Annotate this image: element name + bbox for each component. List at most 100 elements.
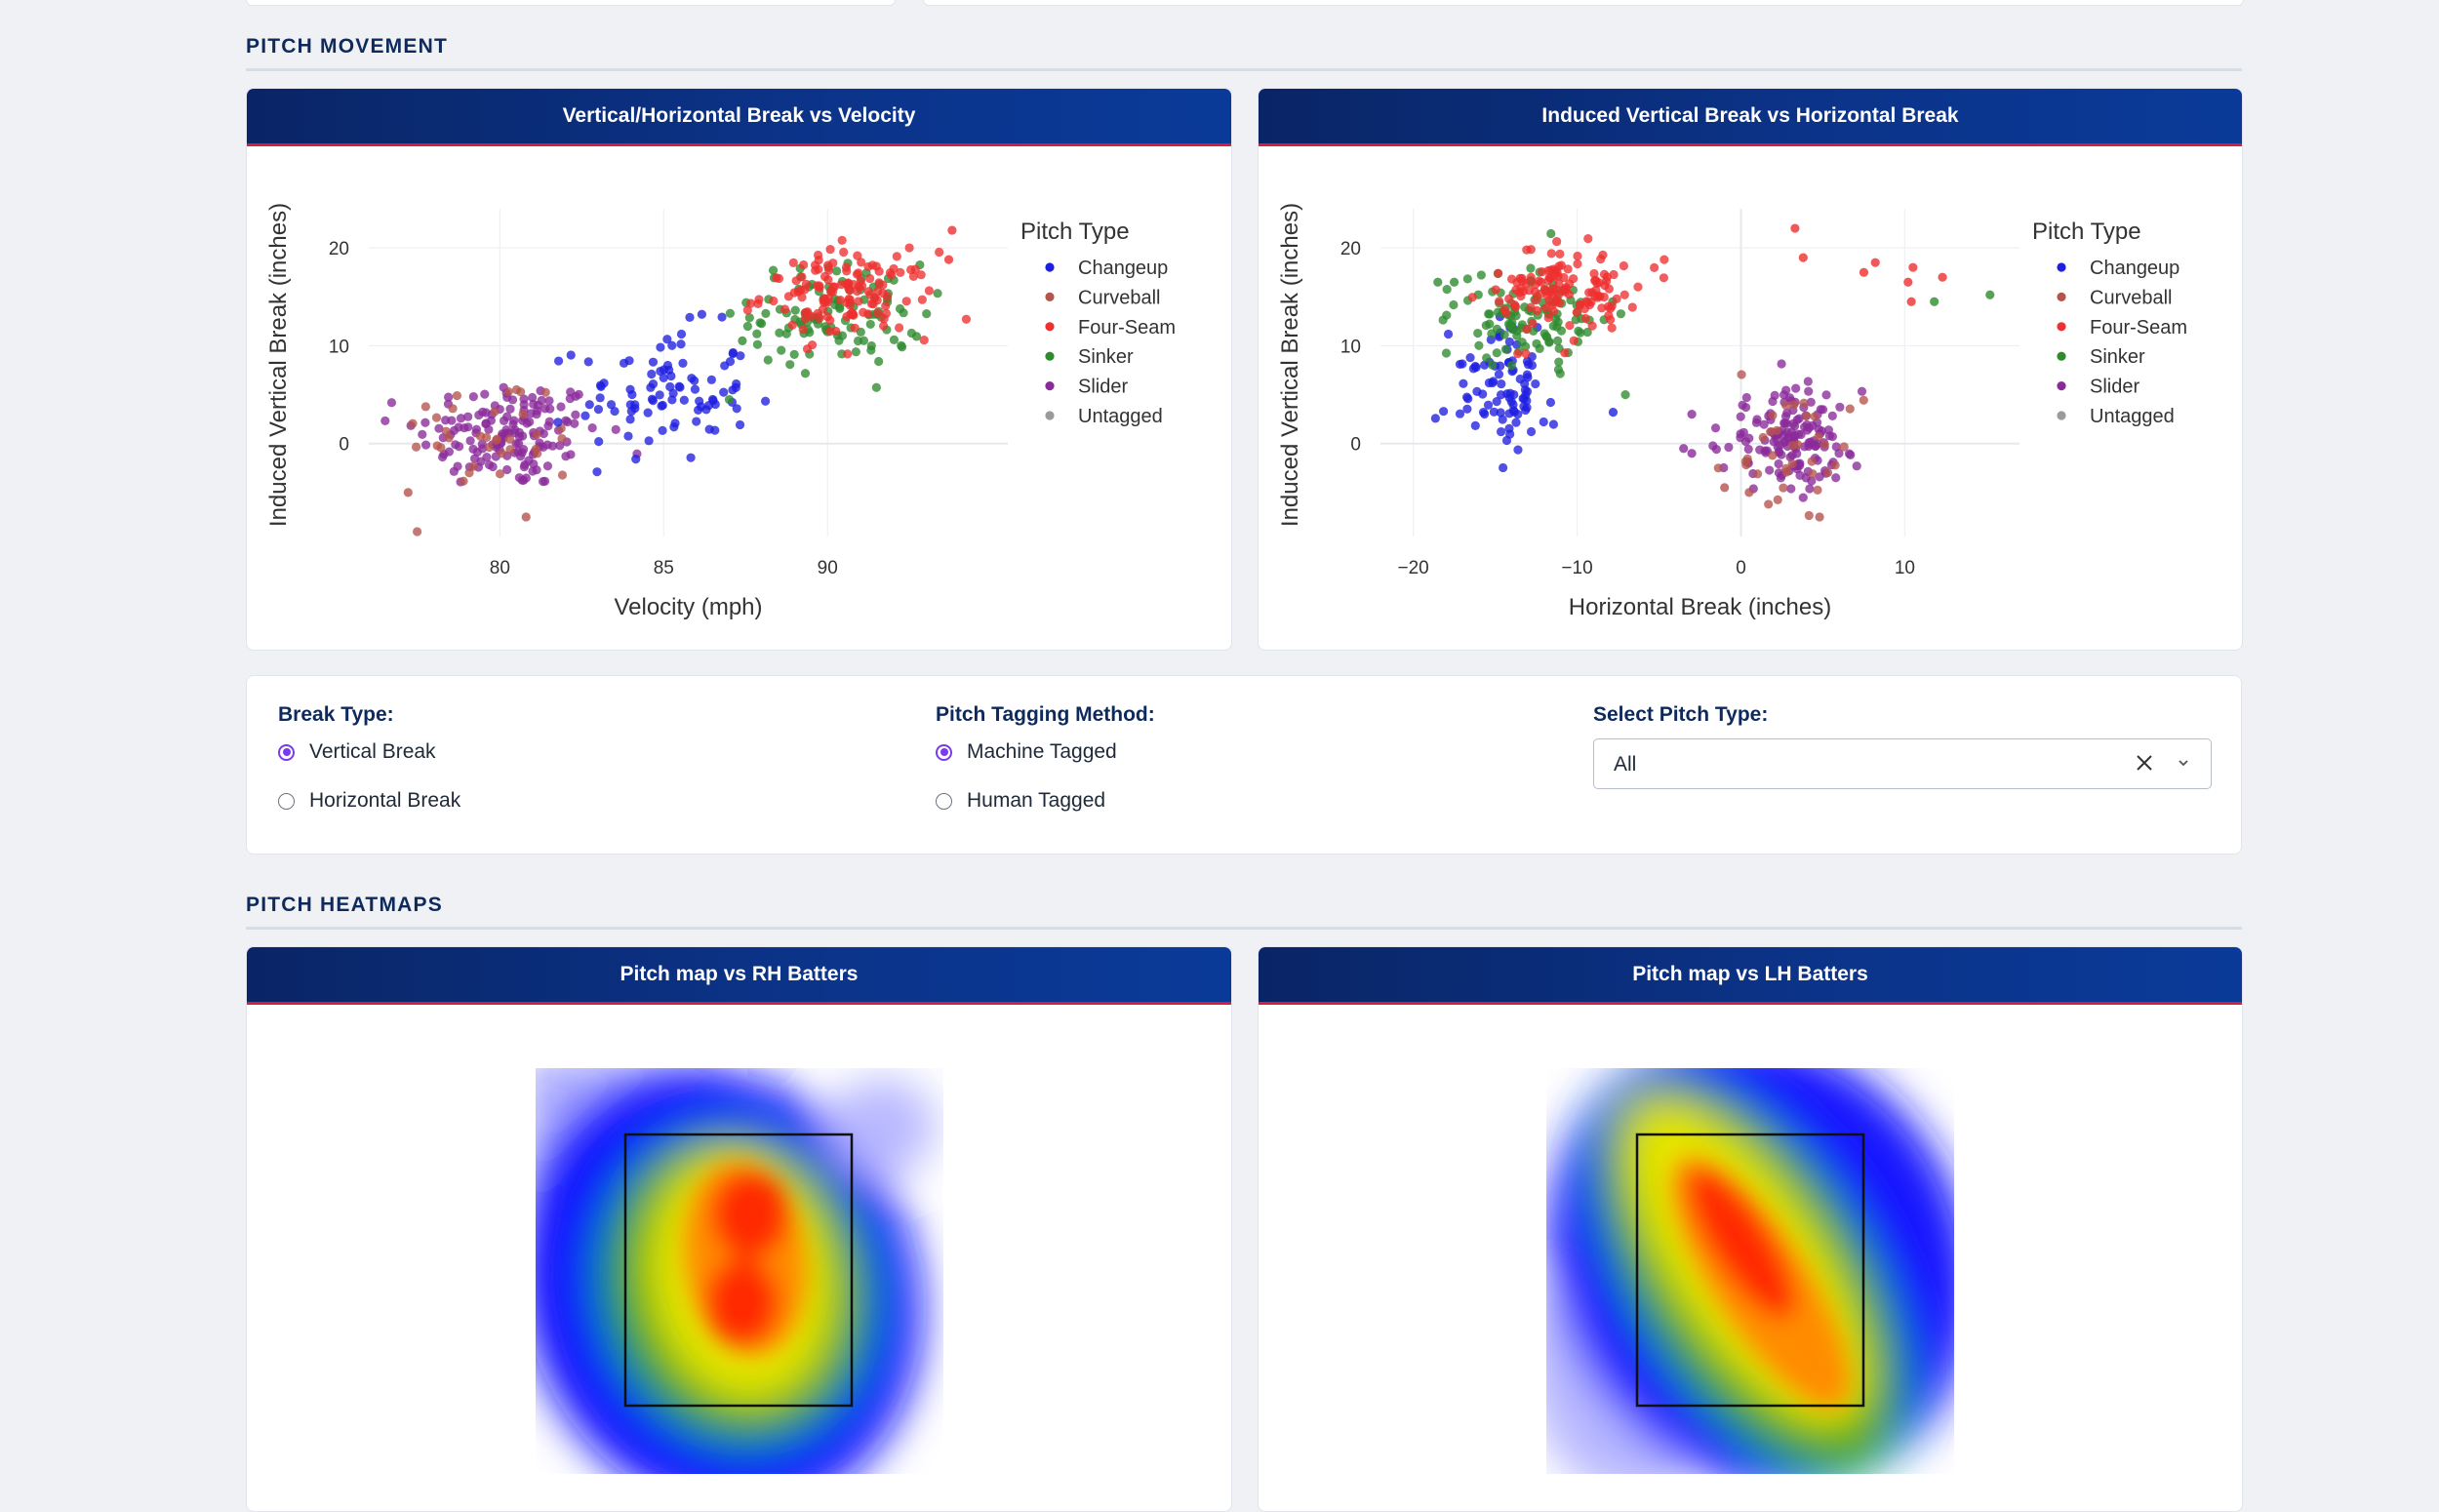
legend-item[interactable]: Four-Seam (1078, 317, 1176, 338)
point-curveball (1740, 457, 1750, 466)
point-four-seam (843, 349, 853, 359)
point-four-seam (879, 321, 889, 331)
legend-item[interactable]: Slider (1078, 377, 1128, 398)
point-sinker (1441, 348, 1452, 358)
point-curveball (1804, 510, 1814, 521)
point-sinker (785, 360, 795, 370)
point-four-seam (1548, 306, 1559, 316)
point-slider (447, 416, 457, 425)
legend-item[interactable]: Untagged (2090, 406, 2175, 427)
point-sinker (1930, 297, 1939, 306)
point-slider (517, 448, 527, 458)
legend-item[interactable]: Sinker (2090, 346, 2145, 368)
point-four-seam (798, 325, 808, 335)
point-sinker (738, 336, 747, 346)
point-slider (529, 399, 539, 409)
legend-item[interactable]: Curveball (2090, 287, 2172, 308)
point-changeup (736, 351, 745, 361)
clear-icon[interactable] (2133, 751, 2156, 775)
point-four-seam (1510, 300, 1520, 310)
pitch-type-select[interactable]: All (1593, 738, 2212, 789)
point-curveball (518, 409, 528, 419)
radio-human-tagged-label: Human Tagged (967, 789, 1106, 812)
point-curveball (503, 386, 513, 397)
velocity-break-scatter-plot[interactable]: 80 85 90 0 10 20 Velocity (mph) Induced Vertica… (247, 146, 1232, 651)
legend-item[interactable]: Slider (2090, 377, 2139, 398)
point-four-seam (1560, 287, 1570, 297)
point-changeup (1548, 419, 1559, 429)
y-tick-label: 0 (339, 435, 349, 456)
point-changeup (760, 396, 771, 406)
point-four-seam (1526, 245, 1536, 255)
point-slider (502, 464, 512, 475)
legend-item[interactable]: Curveball (1078, 287, 1160, 308)
point-four-seam (866, 298, 877, 309)
legend-item[interactable]: Untagged (1078, 406, 1163, 427)
point-sinker (1552, 336, 1563, 345)
radio-unselected-indicator (936, 792, 952, 810)
point-slider (544, 396, 554, 406)
point-four-seam (1526, 302, 1536, 312)
point-changeup (676, 329, 687, 339)
rh-heatmap-card-title: Pitch map vs RH Batters (247, 947, 1231, 1005)
y-tick-label: 20 (1340, 239, 1361, 259)
x-axis-title: Horizontal Break (inches) (1569, 594, 1831, 620)
point-slider (545, 404, 555, 414)
point-slider (1821, 390, 1831, 400)
legend-item[interactable]: Four-Seam (2090, 317, 2187, 338)
point-curveball (475, 431, 486, 441)
radio-vertical-break[interactable]: Vertical Break (278, 740, 436, 764)
point-four-seam (1597, 303, 1607, 313)
point-sinker (1492, 348, 1501, 358)
x-tick-label: 10 (1895, 558, 1915, 578)
point-sinker (1552, 322, 1562, 332)
point-slider (1792, 449, 1802, 458)
point-four-seam (1495, 297, 1504, 306)
point-four-seam (943, 255, 954, 264)
point-slider (540, 476, 550, 486)
point-four-seam (1650, 262, 1659, 272)
point-four-seam (1589, 268, 1599, 279)
legend-item[interactable]: Sinker (1078, 346, 1134, 368)
point-changeup (648, 357, 659, 367)
radio-machine-tagged[interactable]: Machine Tagged (936, 740, 1117, 764)
legend-item[interactable]: Changeup (1078, 258, 1168, 279)
point-curveball (448, 404, 458, 414)
point-sinker (1449, 277, 1459, 287)
point-four-seam (822, 312, 832, 322)
point-curveball (408, 418, 418, 428)
ivb-hb-scatter-plot[interactable]: −20 −10 0 10 0 10 20 Horizontal Break (inches) I… (1259, 146, 2243, 651)
point-slider (1806, 397, 1816, 407)
point-slider (1738, 400, 1747, 410)
point-changeup (610, 406, 620, 417)
point-changeup (648, 396, 658, 406)
x-tick-label: −20 (1397, 558, 1428, 578)
scatter-points (1430, 223, 1995, 522)
radio-human-tagged[interactable]: Human Tagged (936, 789, 1105, 813)
point-changeup (662, 335, 672, 344)
legend-item[interactable]: Changeup (2090, 258, 2179, 279)
point-four-seam (769, 296, 779, 306)
point-changeup (625, 384, 635, 394)
point-changeup (1521, 405, 1531, 416)
point-curveball (464, 468, 474, 478)
point-changeup (1430, 414, 1440, 423)
point-four-seam (787, 320, 797, 330)
point-curveball (540, 387, 550, 397)
point-four-seam (1598, 250, 1608, 260)
point-four-seam (848, 309, 859, 319)
point-four-seam (1569, 336, 1579, 345)
point-four-seam (896, 267, 905, 277)
point-changeup (1478, 389, 1488, 399)
point-changeup (695, 396, 704, 406)
point-changeup (1505, 388, 1515, 398)
point-four-seam (878, 288, 888, 298)
point-four-seam (745, 298, 756, 308)
radio-horizontal-break[interactable]: Horizontal Break (278, 789, 460, 813)
point-sinker (1535, 343, 1544, 353)
point-four-seam (835, 295, 846, 305)
chevron-down-icon[interactable] (2176, 755, 2191, 771)
point-sinker (1571, 315, 1580, 325)
point-four-seam (917, 295, 927, 304)
point-sinker (1985, 290, 1995, 299)
